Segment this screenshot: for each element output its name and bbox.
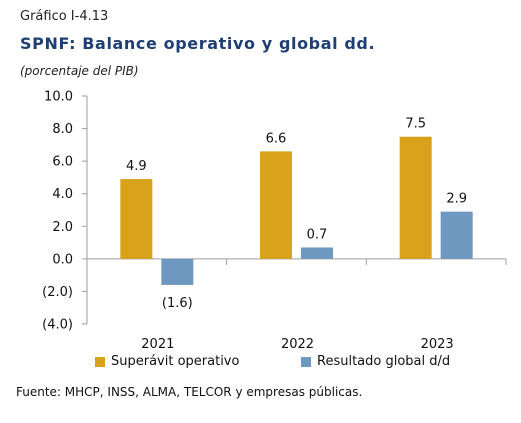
legend-swatch-series-2 bbox=[301, 356, 311, 367]
y-tick-label: 8.0 bbox=[52, 122, 73, 137]
y-tick-label: 2.0 bbox=[52, 220, 73, 235]
bar-series-2 bbox=[440, 211, 473, 259]
figure-number: Gráfico I-4.13 bbox=[20, 9, 109, 24]
data-label: (1.6) bbox=[162, 296, 193, 311]
bar-series-1 bbox=[120, 179, 153, 259]
legend-item-series-2: Resultado global d/d bbox=[301, 354, 450, 369]
source-note: Fuente: MHCP, INSS, ALMA, TELCOR y empre… bbox=[16, 385, 363, 399]
x-tick-label: 2021 bbox=[141, 337, 174, 352]
legend-label-series-2: Resultado global d/d bbox=[317, 354, 451, 369]
bar-series-2 bbox=[301, 247, 333, 259]
bar-series-2 bbox=[161, 258, 194, 285]
legend-swatch-series-1 bbox=[95, 356, 105, 367]
x-tick-label: 2022 bbox=[281, 337, 314, 352]
chart-title: SPNF: Balance operativo y global dd. bbox=[20, 34, 376, 53]
y-tick-label: 0.0 bbox=[52, 252, 73, 267]
bar-series-1 bbox=[399, 136, 432, 259]
chart-subtitle: (porcentaje del PIB) bbox=[20, 64, 139, 78]
y-tick-label: 4.0 bbox=[52, 187, 73, 202]
y-tick-label: 10.0 bbox=[44, 90, 73, 105]
y-tick-label: (4.0) bbox=[42, 318, 73, 333]
x-tick-label: 2023 bbox=[421, 337, 454, 352]
legend-item-series-1: Superávit operativo bbox=[95, 354, 239, 369]
legend-label-series-1: Superávit operativo bbox=[111, 354, 240, 369]
data-label: 2.9 bbox=[446, 192, 467, 207]
bar-series-1 bbox=[260, 151, 292, 259]
legend: Superávit operativo Resultado global d/d bbox=[0, 354, 521, 378]
data-label: 4.9 bbox=[126, 159, 147, 174]
data-label: 0.7 bbox=[307, 227, 328, 242]
y-tick-label: (2.0) bbox=[42, 285, 73, 300]
data-label: 7.5 bbox=[405, 117, 426, 132]
data-label: 6.6 bbox=[266, 131, 287, 146]
y-tick-label: 6.0 bbox=[52, 155, 73, 170]
